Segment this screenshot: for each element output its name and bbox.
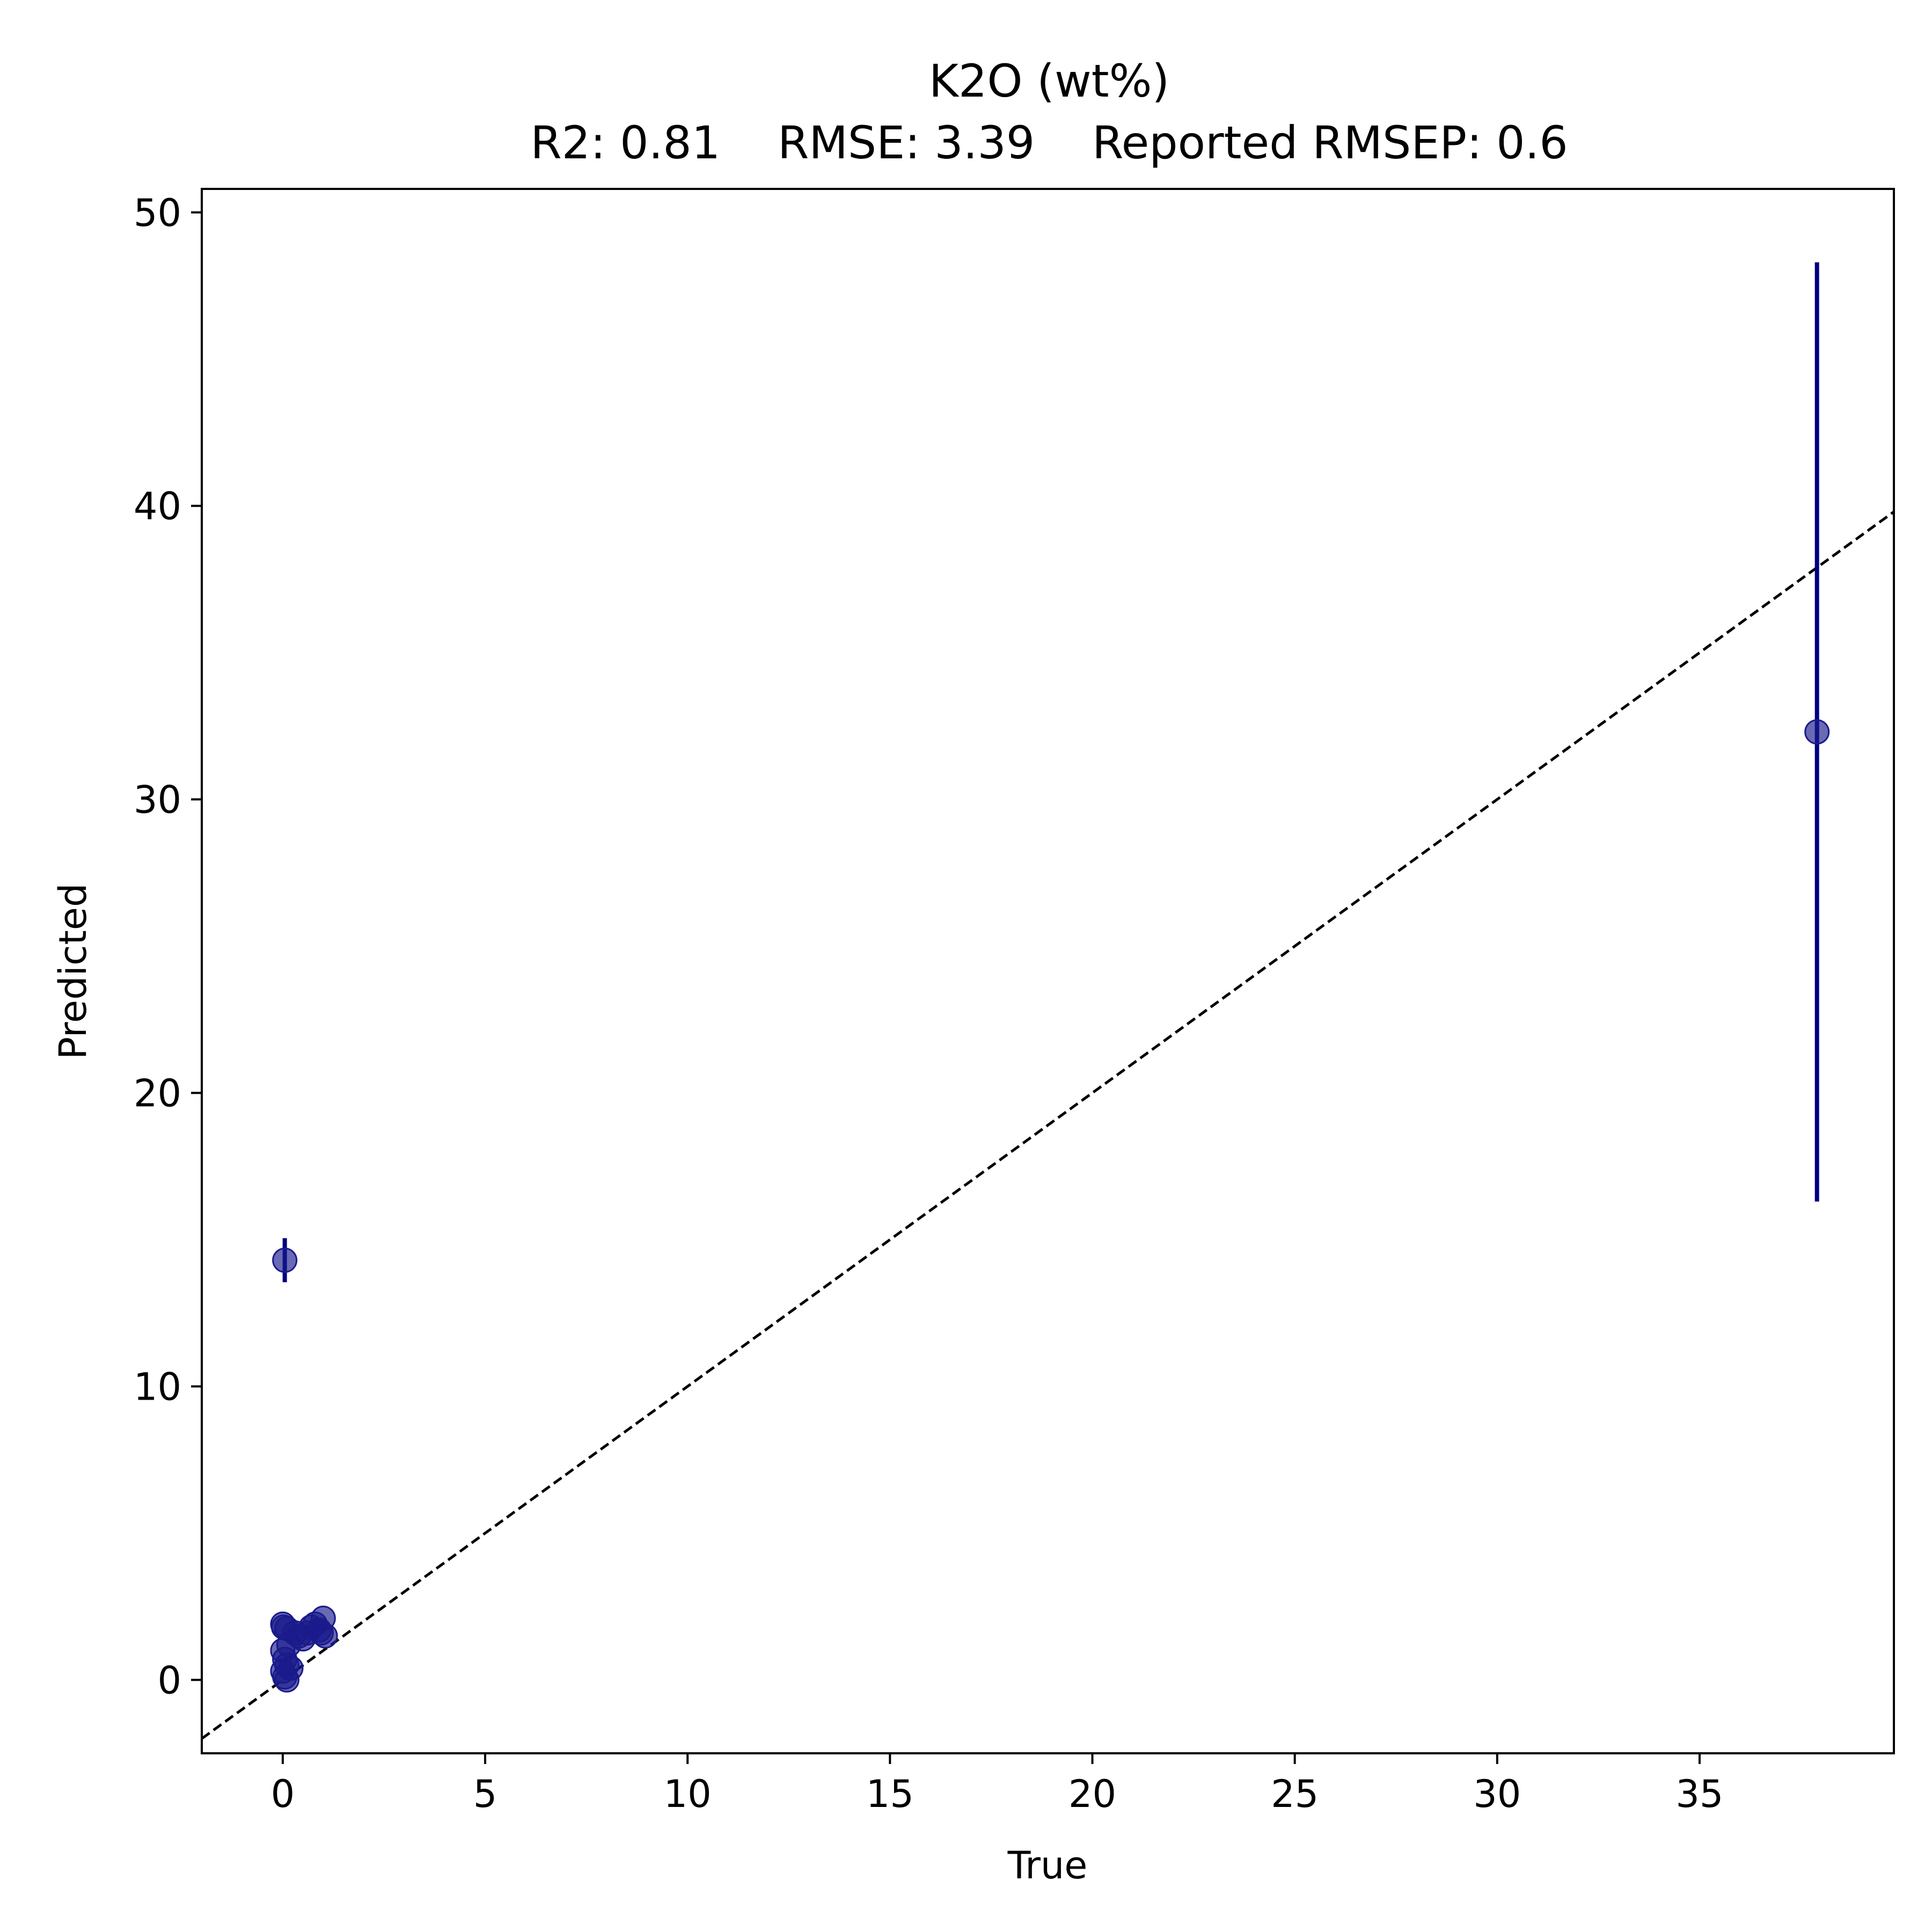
y-axis-label: Predicted xyxy=(51,883,95,1060)
x-tick-label: 15 xyxy=(866,1772,914,1816)
y-tick-label: 40 xyxy=(134,485,181,529)
x-tick-label: 35 xyxy=(1675,1772,1723,1816)
plot-area xyxy=(202,262,1894,1740)
chart-title: K2O (wt%) xyxy=(929,55,1169,107)
reference-line xyxy=(202,510,1894,1740)
x-tick-label: 30 xyxy=(1473,1772,1521,1816)
data-point xyxy=(272,1247,298,1273)
x-axis-label: True xyxy=(1007,1843,1088,1887)
data-point xyxy=(309,1620,334,1646)
y-tick-label: 10 xyxy=(134,1365,181,1409)
y-tick-label: 0 xyxy=(157,1658,181,1702)
chart-subtitle: R2: 0.81 RMSE: 3.39 Reported RMSEP: 0.6 xyxy=(530,116,1568,169)
data-point xyxy=(278,1655,304,1681)
axis-ticks: 0 5 10 15 20 25 30 35 0 10 20 30 40 50 xyxy=(134,191,1724,1816)
x-tick-label: 10 xyxy=(664,1772,712,1816)
y-tick-label: 50 xyxy=(134,191,181,235)
x-tick-label: 5 xyxy=(473,1772,497,1816)
plot-frame xyxy=(201,188,1895,1754)
y-tick-label: 30 xyxy=(134,778,181,822)
x-tick-label: 0 xyxy=(271,1772,295,1816)
y-tick-label: 20 xyxy=(134,1071,181,1115)
x-tick-label: 20 xyxy=(1069,1772,1116,1816)
x-tick-label: 25 xyxy=(1271,1772,1319,1816)
data-point xyxy=(1804,719,1830,745)
